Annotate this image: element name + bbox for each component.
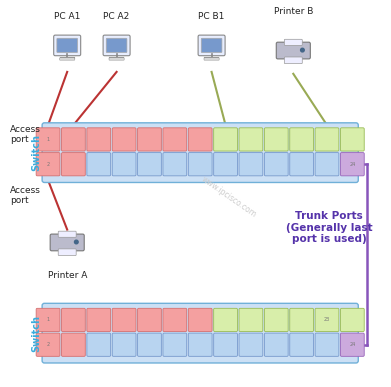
Text: Printer A: Printer A bbox=[48, 271, 87, 281]
FancyBboxPatch shape bbox=[112, 128, 136, 151]
Text: Printer B: Printer B bbox=[274, 7, 313, 16]
FancyBboxPatch shape bbox=[163, 333, 187, 356]
Circle shape bbox=[75, 240, 78, 244]
FancyBboxPatch shape bbox=[188, 308, 212, 332]
FancyBboxPatch shape bbox=[54, 35, 81, 56]
FancyBboxPatch shape bbox=[138, 152, 161, 176]
Text: 24: 24 bbox=[349, 162, 355, 167]
FancyBboxPatch shape bbox=[239, 308, 263, 332]
Text: PC A1: PC A1 bbox=[54, 12, 81, 21]
FancyBboxPatch shape bbox=[112, 308, 136, 332]
FancyBboxPatch shape bbox=[87, 333, 111, 356]
FancyBboxPatch shape bbox=[264, 333, 288, 356]
FancyBboxPatch shape bbox=[61, 152, 85, 176]
FancyBboxPatch shape bbox=[213, 152, 237, 176]
FancyBboxPatch shape bbox=[138, 128, 161, 151]
FancyBboxPatch shape bbox=[201, 38, 222, 53]
FancyBboxPatch shape bbox=[204, 58, 219, 60]
FancyBboxPatch shape bbox=[239, 128, 263, 151]
FancyBboxPatch shape bbox=[57, 38, 77, 53]
FancyBboxPatch shape bbox=[106, 38, 127, 53]
FancyBboxPatch shape bbox=[58, 231, 76, 237]
FancyBboxPatch shape bbox=[61, 333, 85, 356]
FancyBboxPatch shape bbox=[188, 128, 212, 151]
Circle shape bbox=[301, 48, 304, 52]
FancyBboxPatch shape bbox=[341, 333, 364, 356]
FancyBboxPatch shape bbox=[188, 333, 212, 356]
FancyBboxPatch shape bbox=[163, 308, 187, 332]
FancyBboxPatch shape bbox=[112, 152, 136, 176]
FancyBboxPatch shape bbox=[163, 128, 187, 151]
FancyBboxPatch shape bbox=[87, 128, 111, 151]
FancyBboxPatch shape bbox=[264, 128, 288, 151]
FancyBboxPatch shape bbox=[36, 152, 60, 176]
Text: www.ipcisco.com: www.ipcisco.com bbox=[199, 175, 258, 220]
Text: PC B1: PC B1 bbox=[198, 12, 225, 21]
Text: 23: 23 bbox=[324, 317, 330, 322]
FancyBboxPatch shape bbox=[341, 308, 364, 332]
FancyBboxPatch shape bbox=[42, 303, 358, 363]
FancyBboxPatch shape bbox=[87, 152, 111, 176]
Text: PC A2: PC A2 bbox=[104, 12, 130, 21]
FancyBboxPatch shape bbox=[213, 333, 237, 356]
FancyBboxPatch shape bbox=[61, 308, 85, 332]
FancyBboxPatch shape bbox=[341, 128, 364, 151]
FancyBboxPatch shape bbox=[163, 152, 187, 176]
Text: Switch: Switch bbox=[31, 134, 41, 171]
Text: 2: 2 bbox=[47, 162, 50, 167]
FancyBboxPatch shape bbox=[36, 333, 60, 356]
FancyBboxPatch shape bbox=[138, 333, 161, 356]
FancyBboxPatch shape bbox=[264, 152, 288, 176]
Text: Access
port: Access port bbox=[10, 186, 41, 205]
FancyBboxPatch shape bbox=[239, 152, 263, 176]
FancyBboxPatch shape bbox=[60, 58, 75, 60]
FancyBboxPatch shape bbox=[198, 35, 225, 56]
FancyBboxPatch shape bbox=[284, 57, 302, 63]
FancyBboxPatch shape bbox=[284, 39, 302, 45]
Text: 1: 1 bbox=[47, 317, 50, 322]
FancyBboxPatch shape bbox=[36, 308, 60, 332]
FancyBboxPatch shape bbox=[239, 333, 263, 356]
FancyBboxPatch shape bbox=[58, 249, 76, 255]
FancyBboxPatch shape bbox=[87, 308, 111, 332]
FancyBboxPatch shape bbox=[103, 35, 130, 56]
FancyBboxPatch shape bbox=[315, 333, 339, 356]
FancyBboxPatch shape bbox=[50, 234, 84, 251]
Text: 1: 1 bbox=[47, 137, 50, 142]
Text: Switch: Switch bbox=[31, 315, 41, 352]
FancyBboxPatch shape bbox=[188, 152, 212, 176]
FancyBboxPatch shape bbox=[213, 128, 237, 151]
FancyBboxPatch shape bbox=[36, 128, 60, 151]
Text: 2: 2 bbox=[47, 342, 50, 347]
FancyBboxPatch shape bbox=[290, 308, 314, 332]
FancyBboxPatch shape bbox=[138, 308, 161, 332]
FancyBboxPatch shape bbox=[109, 58, 124, 60]
FancyBboxPatch shape bbox=[341, 152, 364, 176]
Text: Trunk Ports
(Generally last
port is used): Trunk Ports (Generally last port is used… bbox=[286, 211, 372, 244]
Text: 24: 24 bbox=[349, 342, 355, 347]
FancyBboxPatch shape bbox=[315, 152, 339, 176]
FancyBboxPatch shape bbox=[61, 128, 85, 151]
FancyBboxPatch shape bbox=[264, 308, 288, 332]
FancyBboxPatch shape bbox=[276, 42, 310, 59]
FancyBboxPatch shape bbox=[315, 128, 339, 151]
FancyBboxPatch shape bbox=[290, 152, 314, 176]
Text: Access
port: Access port bbox=[10, 125, 41, 144]
FancyBboxPatch shape bbox=[42, 123, 358, 183]
FancyBboxPatch shape bbox=[213, 308, 237, 332]
FancyBboxPatch shape bbox=[112, 333, 136, 356]
FancyBboxPatch shape bbox=[290, 333, 314, 356]
FancyBboxPatch shape bbox=[315, 308, 339, 332]
FancyBboxPatch shape bbox=[290, 128, 314, 151]
